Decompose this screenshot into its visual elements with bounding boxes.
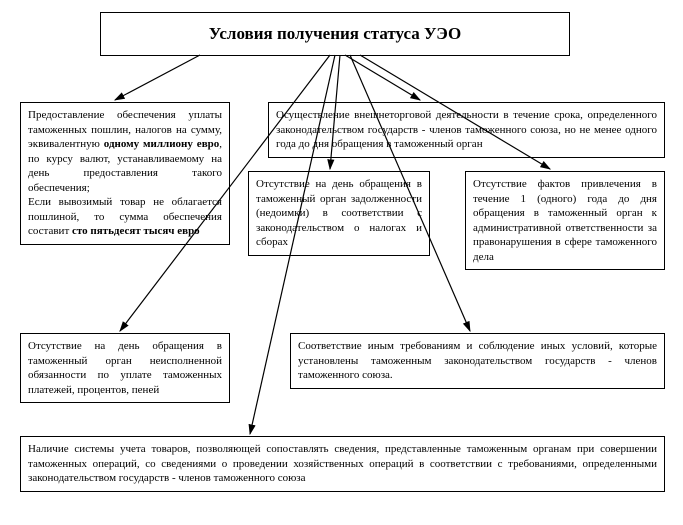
box-obespechenie: Предоставление обеспечения уплаты таможе…	[20, 102, 230, 245]
diagram-canvas: Условия получения статуса УЭО Предоставл…	[0, 0, 683, 525]
box-admin-otvetstvennost: Отсутствие фактов привлечения в течение …	[465, 171, 665, 270]
title-box: Условия получения статуса УЭО	[100, 12, 570, 56]
box-sistema-ucheta: Наличие системы учета товаров, позволяющ…	[20, 436, 665, 492]
arrow	[345, 55, 420, 100]
box-zadolzhennost: Отсутствие на день обращения в таможенны…	[248, 171, 430, 256]
b1-bold1: одному миллиону евро	[104, 138, 219, 150]
b1-bold2: сто пятьдесят тысяч евро	[72, 225, 200, 237]
arrow	[115, 55, 200, 100]
box-vneshtorg: Осуществление внешнеторговой деятельност…	[268, 102, 665, 158]
box-neispolnennaya-obyazannost: Отсутствие на день обращения в таможенны…	[20, 333, 230, 403]
box-inye-trebovaniya: Соответствие иным требованиям и соблюден…	[290, 333, 665, 389]
